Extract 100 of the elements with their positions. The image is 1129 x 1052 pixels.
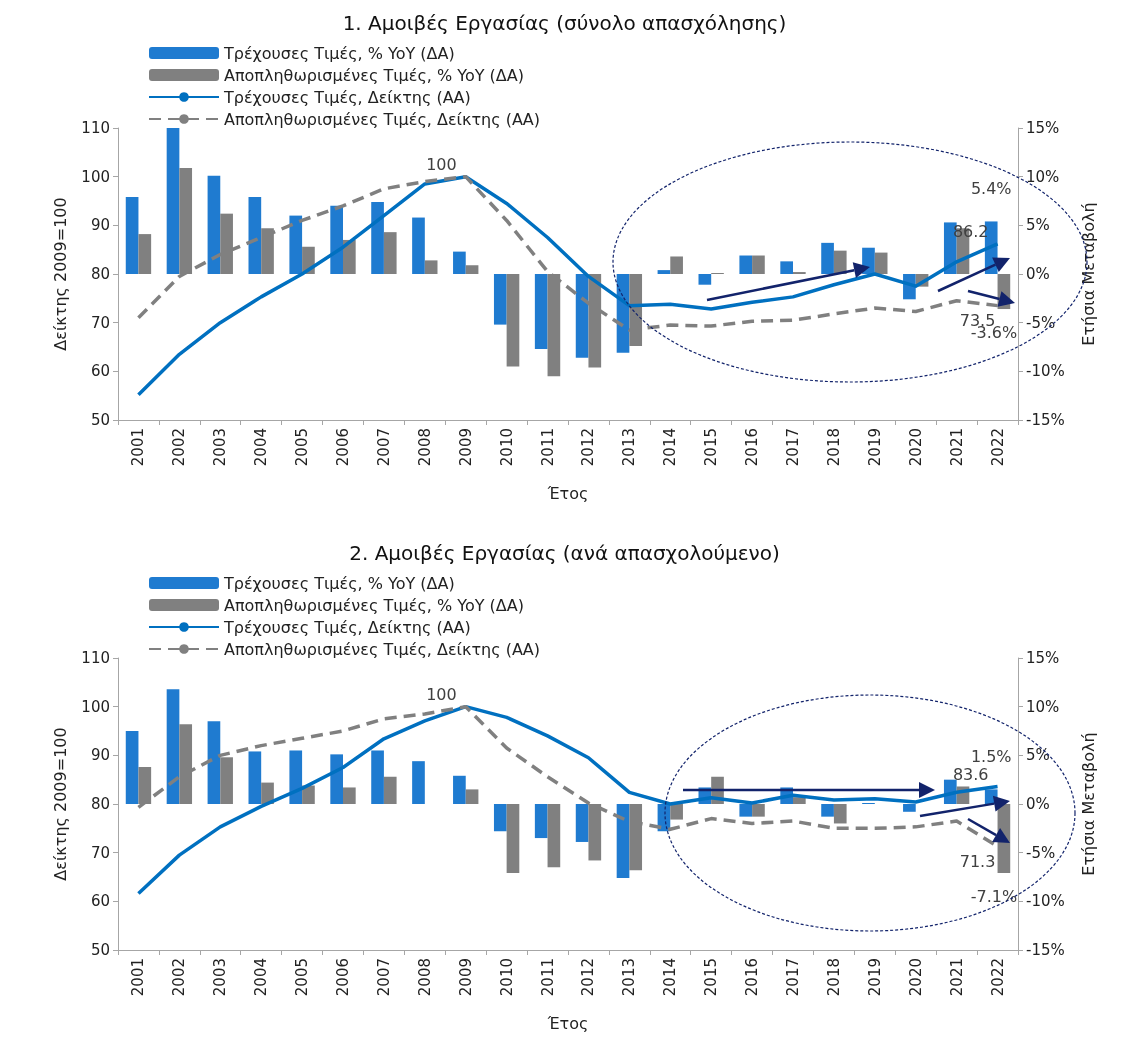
bar: [616, 804, 630, 878]
y2-tick-label: -5%: [1026, 313, 1056, 332]
y2-tick-label: 15%: [1026, 119, 1060, 137]
bar: [330, 205, 343, 274]
x-tick-label: 2010: [497, 958, 516, 997]
y2-tick-label: -10%: [1026, 892, 1065, 911]
data-label: 1.5%: [970, 746, 1012, 766]
x-tick-label: 2005: [293, 428, 312, 467]
bar: [166, 689, 180, 804]
bar: [125, 197, 139, 274]
x-tick-label: 2018: [824, 958, 843, 997]
x-tick-label: 2005: [293, 958, 312, 997]
bar: [371, 201, 384, 274]
x-tick-label: 2021: [947, 958, 966, 997]
y-tick-label: 80: [90, 265, 110, 283]
chart-title: 1. Αμοιβές Εργασίας (σύνολο απασχόλησης): [342, 11, 787, 35]
x-axis-title: Έτος: [546, 1013, 589, 1033]
bar: [261, 782, 274, 804]
x-tick-label: 2015: [702, 428, 721, 467]
bar: [453, 775, 466, 804]
bar: [493, 274, 507, 325]
y2-axis-title: Ετήσια Μεταβολή: [1078, 202, 1098, 346]
bar: [383, 232, 397, 274]
y2-tick-label: 10%: [1026, 167, 1060, 186]
bar: [412, 761, 425, 804]
x-tick-label: 2017: [784, 958, 802, 997]
x-tick-label: 2012: [579, 958, 598, 997]
x-tick-label: 2021: [947, 428, 966, 467]
bar: [465, 789, 479, 804]
bar: [534, 804, 548, 839]
y-tick-label: 110: [81, 649, 110, 667]
x-tick-label: 2020: [906, 958, 925, 997]
bar: [657, 270, 671, 274]
x-tick-label: 2019: [865, 428, 884, 467]
legend-label: Αποπληθωρισμένες Τιμές, Δείκτης (ΑΑ): [224, 109, 541, 129]
y-tick-label: 70: [90, 313, 110, 332]
bar: [248, 197, 262, 274]
y2-tick-label: -15%: [1026, 411, 1065, 429]
y2-tick-label: 0%: [1026, 265, 1050, 283]
x-tick-label: 2007: [374, 428, 393, 467]
data-label: 100: [426, 685, 457, 705]
y2-tick-label: 0%: [1026, 795, 1050, 813]
bar: [371, 750, 384, 804]
bar: [412, 217, 425, 274]
bar: [780, 261, 793, 274]
bar: [493, 804, 507, 832]
x-tick-label: 2014: [661, 428, 680, 467]
x-tick-label: 2004: [252, 428, 271, 467]
bar: [453, 251, 466, 274]
data-label: 5.4%: [970, 178, 1012, 198]
bar: [383, 776, 397, 804]
bar: [248, 751, 262, 804]
bar: [534, 274, 548, 349]
bar: [220, 757, 233, 804]
bar: [138, 234, 152, 274]
bar: [752, 804, 765, 817]
x-tick-label: 2002: [170, 428, 189, 467]
x-tick-label: 2003: [211, 958, 230, 997]
bar: [261, 228, 274, 274]
y-tick-label: 50: [90, 411, 110, 429]
bar: [179, 724, 193, 804]
bar: [833, 804, 847, 824]
bar: [575, 274, 589, 358]
x-axis-title: Έτος: [546, 483, 589, 503]
bar: [289, 750, 303, 804]
legend-label: Τρέχουσες Τιμές, Δείκτης (ΑΑ): [223, 87, 471, 107]
bar: [207, 175, 221, 274]
x-tick-label: 2009: [456, 958, 475, 997]
x-tick-label: 2011: [538, 428, 557, 467]
x-tick-label: 2008: [415, 428, 434, 467]
y2-tick-label: 10%: [1026, 697, 1060, 716]
data-label: 100: [426, 155, 457, 175]
x-tick-label: 2015: [702, 958, 721, 997]
chart-title: 2. Αμοιβές Εργασίας (ανά απασχολούμενο): [349, 541, 780, 565]
bar: [670, 804, 683, 820]
legend-label: Τρέχουσες Τιμές, % YoY (ΔΑ): [223, 573, 455, 593]
bar: [125, 731, 139, 804]
bar: [575, 804, 589, 842]
bar: [739, 804, 753, 817]
y-tick-label: 50: [90, 941, 110, 959]
bar: [821, 242, 834, 274]
x-tick-label: 2004: [252, 958, 271, 997]
x-tick-label: 2009: [456, 428, 475, 467]
y-axis-title: Δείκτης 2009=100: [50, 197, 70, 351]
x-tick-label: 2008: [415, 958, 434, 997]
y-tick-label: 90: [90, 216, 110, 235]
data-label: 83.6: [952, 764, 989, 784]
y2-tick-label: -10%: [1026, 362, 1065, 381]
x-tick-label: 2020: [906, 428, 925, 467]
x-tick-label: 2013: [620, 958, 639, 997]
x-tick-label: 2016: [743, 958, 762, 997]
y2-tick-label: 5%: [1026, 746, 1050, 765]
bar: [739, 255, 753, 274]
bar: [506, 804, 520, 874]
y2-tick-label: -15%: [1026, 941, 1065, 959]
y-tick-label: 80: [90, 795, 110, 813]
bar: [424, 260, 438, 274]
x-tick-label: 2017: [784, 428, 802, 467]
x-tick-label: 2013: [620, 428, 639, 467]
x-tick-label: 2002: [170, 958, 189, 997]
